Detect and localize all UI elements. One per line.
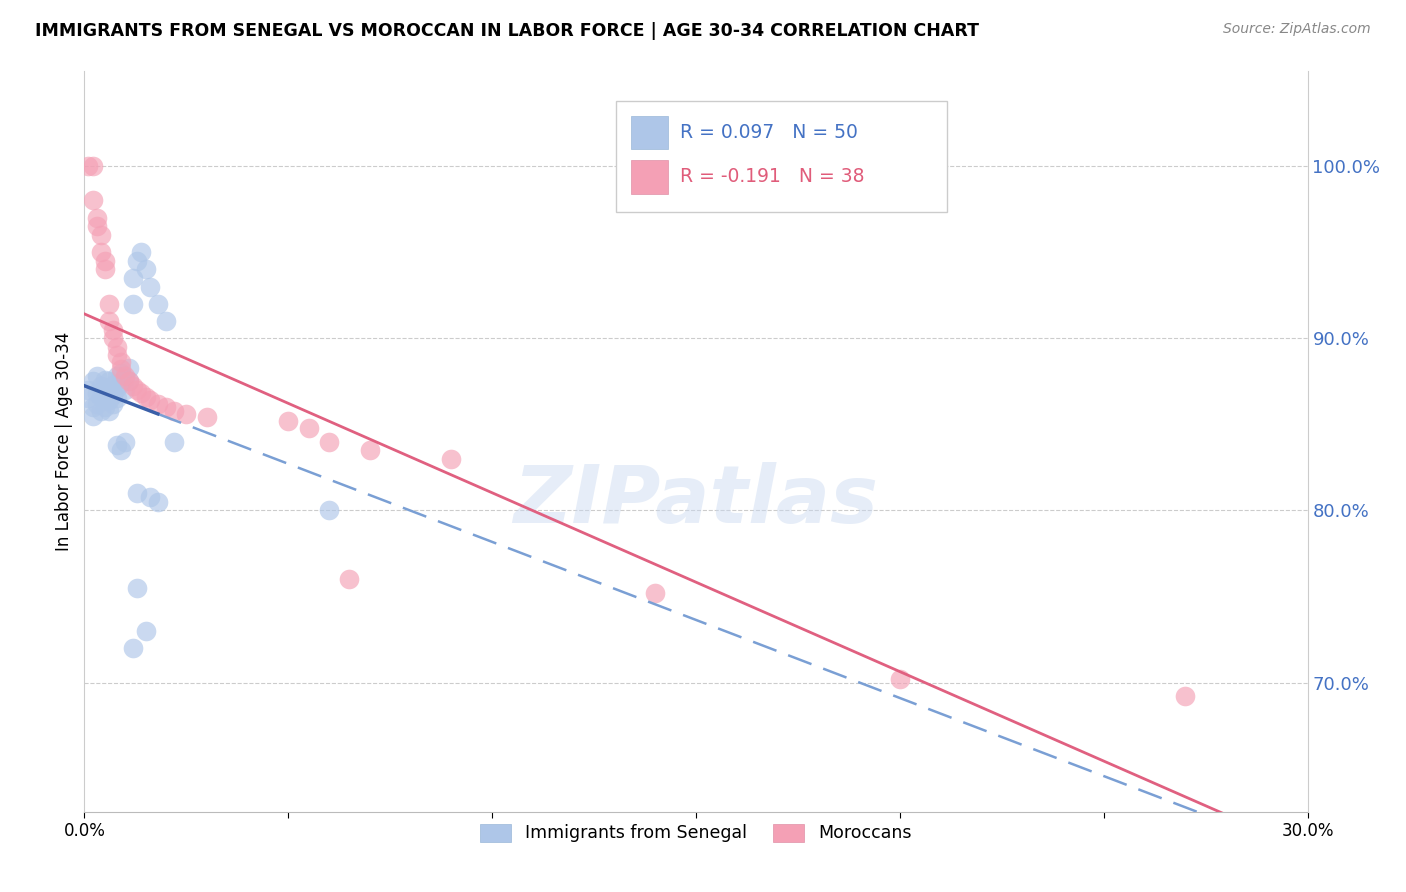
Point <box>110 355 132 369</box>
Point <box>101 331 124 345</box>
Point <box>105 392 128 406</box>
Point <box>105 369 128 384</box>
Point <box>146 397 169 411</box>
Legend: Immigrants from Senegal, Moroccans: Immigrants from Senegal, Moroccans <box>471 815 921 851</box>
Point <box>110 362 132 376</box>
Point <box>644 586 666 600</box>
Point <box>114 383 136 397</box>
Point <box>101 397 124 411</box>
Point <box>90 245 112 260</box>
Point <box>889 672 911 686</box>
Point <box>97 384 120 399</box>
Point <box>101 377 124 392</box>
Point <box>110 443 132 458</box>
Point <box>90 227 112 242</box>
Point <box>82 374 104 388</box>
Point <box>77 159 100 173</box>
Point <box>77 392 100 406</box>
Point <box>97 393 120 408</box>
Point <box>118 374 141 388</box>
Point <box>82 194 104 208</box>
Point <box>440 451 463 466</box>
Point <box>82 159 104 173</box>
Point <box>110 376 132 390</box>
Text: R = -0.191   N = 38: R = -0.191 N = 38 <box>681 167 865 186</box>
Point <box>86 386 108 401</box>
Point <box>127 486 149 500</box>
Point <box>131 245 153 260</box>
Point <box>298 421 321 435</box>
Point <box>155 400 177 414</box>
Point <box>105 340 128 354</box>
Point <box>131 386 153 401</box>
Point <box>90 403 112 417</box>
Point <box>163 434 186 449</box>
Point <box>318 434 340 449</box>
Point <box>90 379 112 393</box>
Point <box>127 253 149 268</box>
Point <box>93 400 115 414</box>
Point <box>101 388 124 402</box>
Point <box>122 641 145 656</box>
Point <box>318 503 340 517</box>
Point <box>122 379 145 393</box>
Bar <box>631 116 668 149</box>
Point <box>174 407 197 421</box>
Point <box>86 397 108 411</box>
Point <box>339 572 361 586</box>
Point <box>97 297 120 311</box>
Point <box>146 297 169 311</box>
Point <box>118 374 141 388</box>
Point <box>93 262 115 277</box>
Point <box>86 211 108 225</box>
Point <box>114 434 136 449</box>
Point <box>277 414 299 428</box>
Point <box>82 400 104 414</box>
Text: Source: ZipAtlas.com: Source: ZipAtlas.com <box>1223 22 1371 37</box>
Point <box>146 495 169 509</box>
Point <box>77 383 100 397</box>
Point <box>105 348 128 362</box>
Y-axis label: In Labor Force | Age 30-34: In Labor Force | Age 30-34 <box>55 332 73 551</box>
Point <box>97 314 120 328</box>
Point <box>86 219 108 234</box>
Point <box>110 366 132 380</box>
Text: R = 0.097   N = 50: R = 0.097 N = 50 <box>681 122 858 142</box>
Point <box>163 403 186 417</box>
Point <box>90 390 112 404</box>
Point <box>138 393 160 408</box>
Point <box>118 360 141 375</box>
Point <box>135 390 157 404</box>
Point <box>93 392 115 406</box>
Point <box>93 373 115 387</box>
Point <box>122 271 145 285</box>
Point <box>138 279 160 293</box>
Point <box>127 383 149 397</box>
Point <box>127 581 149 595</box>
Point <box>135 624 157 638</box>
Point <box>101 323 124 337</box>
Text: IMMIGRANTS FROM SENEGAL VS MOROCCAN IN LABOR FORCE | AGE 30-34 CORRELATION CHART: IMMIGRANTS FROM SENEGAL VS MOROCCAN IN L… <box>35 22 979 40</box>
Bar <box>631 161 668 194</box>
Point <box>93 253 115 268</box>
Point <box>105 438 128 452</box>
Point <box>105 381 128 395</box>
Point <box>359 443 381 458</box>
Point <box>97 374 120 388</box>
Point <box>114 369 136 384</box>
Point <box>135 262 157 277</box>
Point <box>155 314 177 328</box>
Text: ZIPatlas: ZIPatlas <box>513 462 879 540</box>
Point <box>114 371 136 385</box>
Point <box>195 410 218 425</box>
Point <box>1174 690 1197 704</box>
Point <box>93 383 115 397</box>
Point <box>97 403 120 417</box>
Point <box>138 490 160 504</box>
Point <box>82 409 104 423</box>
Point <box>122 297 145 311</box>
Point <box>86 369 108 384</box>
FancyBboxPatch shape <box>616 101 946 212</box>
